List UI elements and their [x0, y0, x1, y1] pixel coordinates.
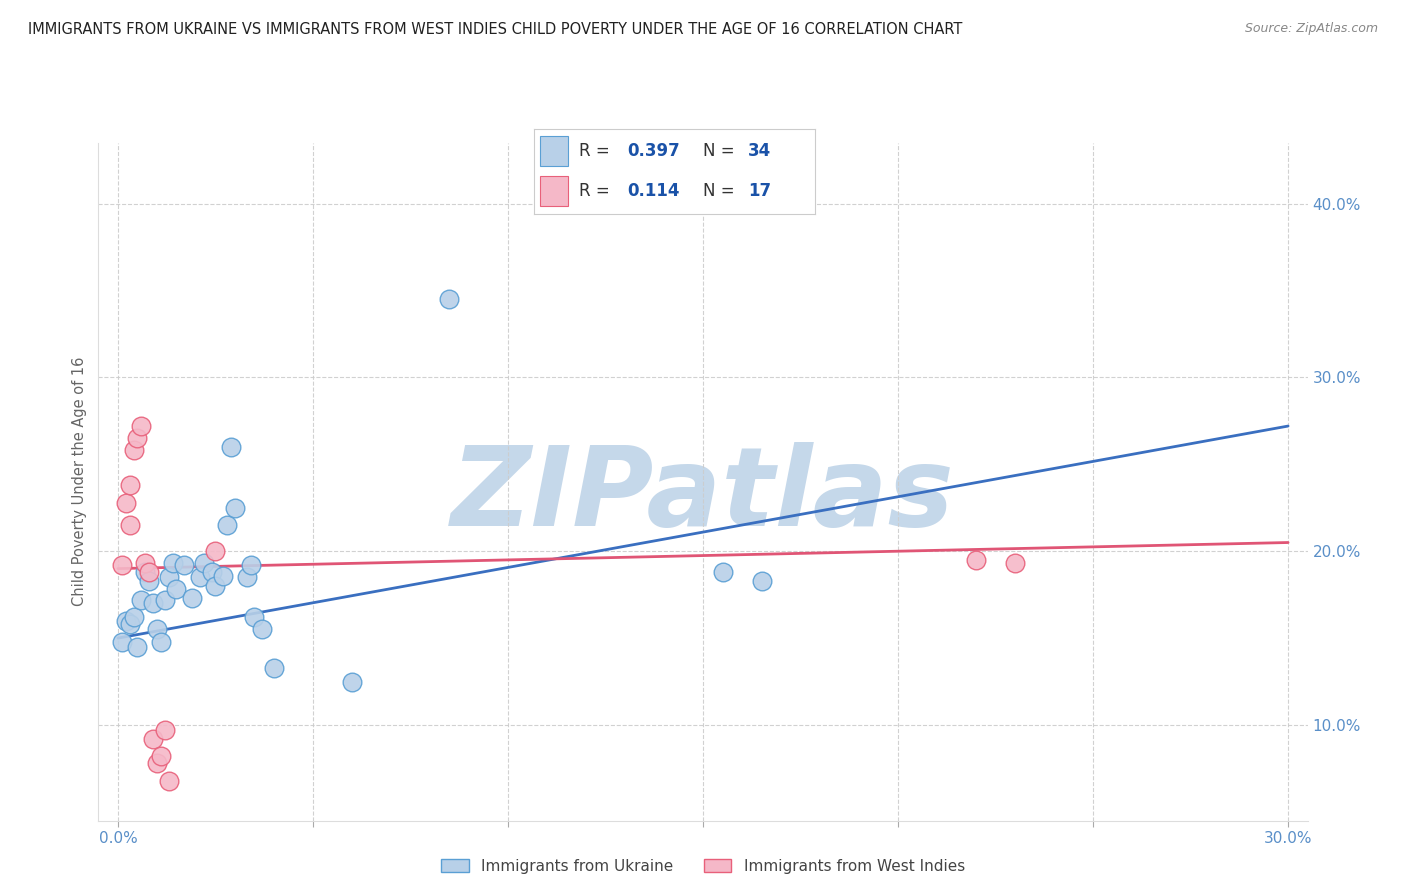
Point: [239, 558, 262, 573]
Point: [157, 570, 180, 584]
Point: [340, 674, 363, 689]
Point: [204, 579, 226, 593]
Point: [114, 614, 136, 628]
Text: N =: N =: [703, 142, 740, 160]
Point: [131, 593, 153, 607]
Point: [122, 443, 145, 458]
Point: [751, 574, 773, 588]
Legend: Immigrants from Ukraine, Immigrants from West Indies: Immigrants from Ukraine, Immigrants from…: [434, 853, 972, 880]
Point: [127, 640, 149, 654]
Point: [157, 773, 180, 788]
Point: [212, 568, 235, 582]
Point: [134, 565, 156, 579]
Point: [439, 292, 461, 306]
Text: 17: 17: [748, 182, 770, 200]
FancyBboxPatch shape: [540, 176, 568, 206]
Point: [965, 553, 987, 567]
Point: [118, 478, 141, 492]
Point: [224, 500, 246, 515]
Point: [138, 574, 160, 588]
Point: [165, 582, 187, 597]
Point: [142, 596, 165, 610]
Text: N =: N =: [703, 182, 740, 200]
Point: [114, 495, 136, 509]
Text: 34: 34: [748, 142, 772, 160]
Point: [162, 557, 184, 571]
Point: [149, 634, 172, 648]
Point: [1004, 557, 1026, 571]
Text: R =: R =: [579, 142, 616, 160]
FancyBboxPatch shape: [540, 136, 568, 166]
Point: [711, 565, 734, 579]
Point: [200, 565, 222, 579]
Point: [118, 617, 141, 632]
Point: [149, 749, 172, 764]
Y-axis label: Child Poverty Under the Age of 16: Child Poverty Under the Age of 16: [72, 357, 87, 607]
Point: [127, 431, 149, 445]
Point: [243, 610, 266, 624]
Text: R =: R =: [579, 182, 616, 200]
Point: [153, 723, 176, 738]
Point: [142, 731, 165, 746]
Point: [111, 634, 134, 648]
Point: [235, 570, 257, 584]
Point: [204, 544, 226, 558]
Point: [217, 518, 239, 533]
Point: [263, 661, 285, 675]
Point: [146, 623, 169, 637]
Point: [173, 558, 195, 573]
Point: [252, 623, 274, 637]
Point: [122, 610, 145, 624]
Point: [193, 557, 215, 571]
Point: [146, 756, 169, 771]
Point: [118, 518, 141, 533]
Text: IMMIGRANTS FROM UKRAINE VS IMMIGRANTS FROM WEST INDIES CHILD POVERTY UNDER THE A: IMMIGRANTS FROM UKRAINE VS IMMIGRANTS FR…: [28, 22, 963, 37]
Point: [181, 591, 204, 606]
Point: [188, 570, 211, 584]
Text: Source: ZipAtlas.com: Source: ZipAtlas.com: [1244, 22, 1378, 36]
Point: [138, 565, 160, 579]
Point: [131, 419, 153, 434]
Point: [111, 558, 134, 573]
Text: ZIPatlas: ZIPatlas: [451, 442, 955, 549]
Text: 0.114: 0.114: [627, 182, 679, 200]
Text: 0.397: 0.397: [627, 142, 681, 160]
Point: [153, 593, 176, 607]
Point: [134, 557, 156, 571]
Point: [219, 440, 242, 454]
